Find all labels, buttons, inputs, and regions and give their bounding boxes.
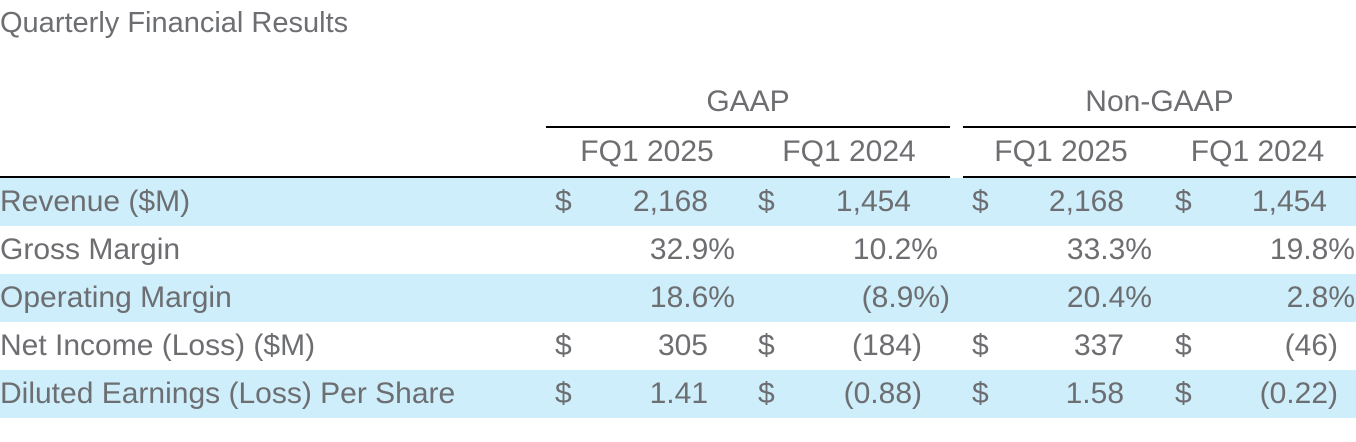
cell-value: 305: [657, 329, 708, 362]
cell-value: (0.88): [843, 377, 922, 410]
page-title: Quarterly Financial Results: [0, 7, 349, 39]
row-label: Revenue ($M): [0, 185, 191, 218]
cell-value: 1.58: [1065, 377, 1124, 410]
header-rule-left: [0, 176, 950, 178]
currency-symbol: $: [758, 185, 775, 218]
currency-symbol: $: [555, 185, 572, 218]
column-header-gaap-fq1-2025: FQ1 2025: [580, 135, 714, 168]
row-label: Operating Margin: [0, 281, 232, 314]
cell-value: 20.4%: [1066, 281, 1152, 314]
cell-value: 1.41: [649, 377, 708, 410]
cell-value: 2,168: [1048, 185, 1124, 218]
currency-symbol: $: [1175, 185, 1192, 218]
non-gaap-divider: [963, 126, 1356, 128]
currency-symbol: $: [972, 377, 989, 410]
row-label: Diluted Earnings (Loss) Per Share: [0, 377, 456, 410]
column-header-non-gaap-fq1-2024: FQ1 2024: [1190, 135, 1325, 168]
gaap-divider: [546, 126, 950, 128]
cell-value: 19.8%: [1269, 233, 1355, 266]
cell-value: (46): [1284, 329, 1338, 362]
currency-symbol: $: [758, 377, 775, 410]
table-row-operating-margin: Operating Margin 18.6% (8.9%) 20.4% 2.8%: [0, 274, 1356, 322]
currency-symbol: $: [758, 329, 775, 362]
cell-value: 33.3%: [1066, 233, 1152, 266]
table-row-diluted-eps: Diluted Earnings (Loss) Per Share $ 1.41…: [0, 370, 1356, 418]
cell-value: 32.9%: [649, 233, 735, 266]
cell-value: 1,454: [1251, 185, 1327, 218]
group-header-gaap: GAAP: [706, 85, 790, 118]
cell-value: 1,454: [835, 185, 911, 218]
currency-symbol: $: [972, 185, 989, 218]
column-header-gaap-fq1-2024: FQ1 2024: [782, 135, 916, 168]
cell-value: (184): [851, 329, 922, 362]
currency-symbol: $: [555, 329, 572, 362]
row-label: Net Income (Loss) ($M): [0, 329, 316, 362]
cell-value: 10.2%: [852, 233, 938, 266]
header-rule-right: [963, 176, 1356, 178]
currency-symbol: $: [1175, 377, 1192, 410]
table-row-net-income: Net Income (Loss) ($M) $ 305 $ (184) $ 3…: [0, 322, 1356, 370]
cell-value: 2.8%: [1286, 281, 1355, 314]
cell-value: 337: [1073, 329, 1124, 362]
cell-value: (0.22): [1259, 377, 1338, 410]
cell-value: 2,168: [632, 185, 708, 218]
cell-value: 18.6%: [649, 281, 735, 314]
currency-symbol: $: [1175, 329, 1192, 362]
table-row-revenue: Revenue ($M) $ 2,168 $ 1,454 $ 2,168 $ 1…: [0, 178, 1356, 226]
row-label: Gross Margin: [0, 233, 181, 266]
currency-symbol: $: [972, 329, 989, 362]
group-header-non-gaap: Non-GAAP: [1085, 85, 1234, 118]
cell-value: (8.9%): [861, 281, 950, 314]
table-row-gross-margin: Gross Margin 32.9% 10.2% 33.3% 19.8%: [0, 226, 1356, 274]
currency-symbol: $: [555, 377, 572, 410]
column-header-non-gaap-fq1-2025: FQ1 2025: [994, 135, 1128, 168]
